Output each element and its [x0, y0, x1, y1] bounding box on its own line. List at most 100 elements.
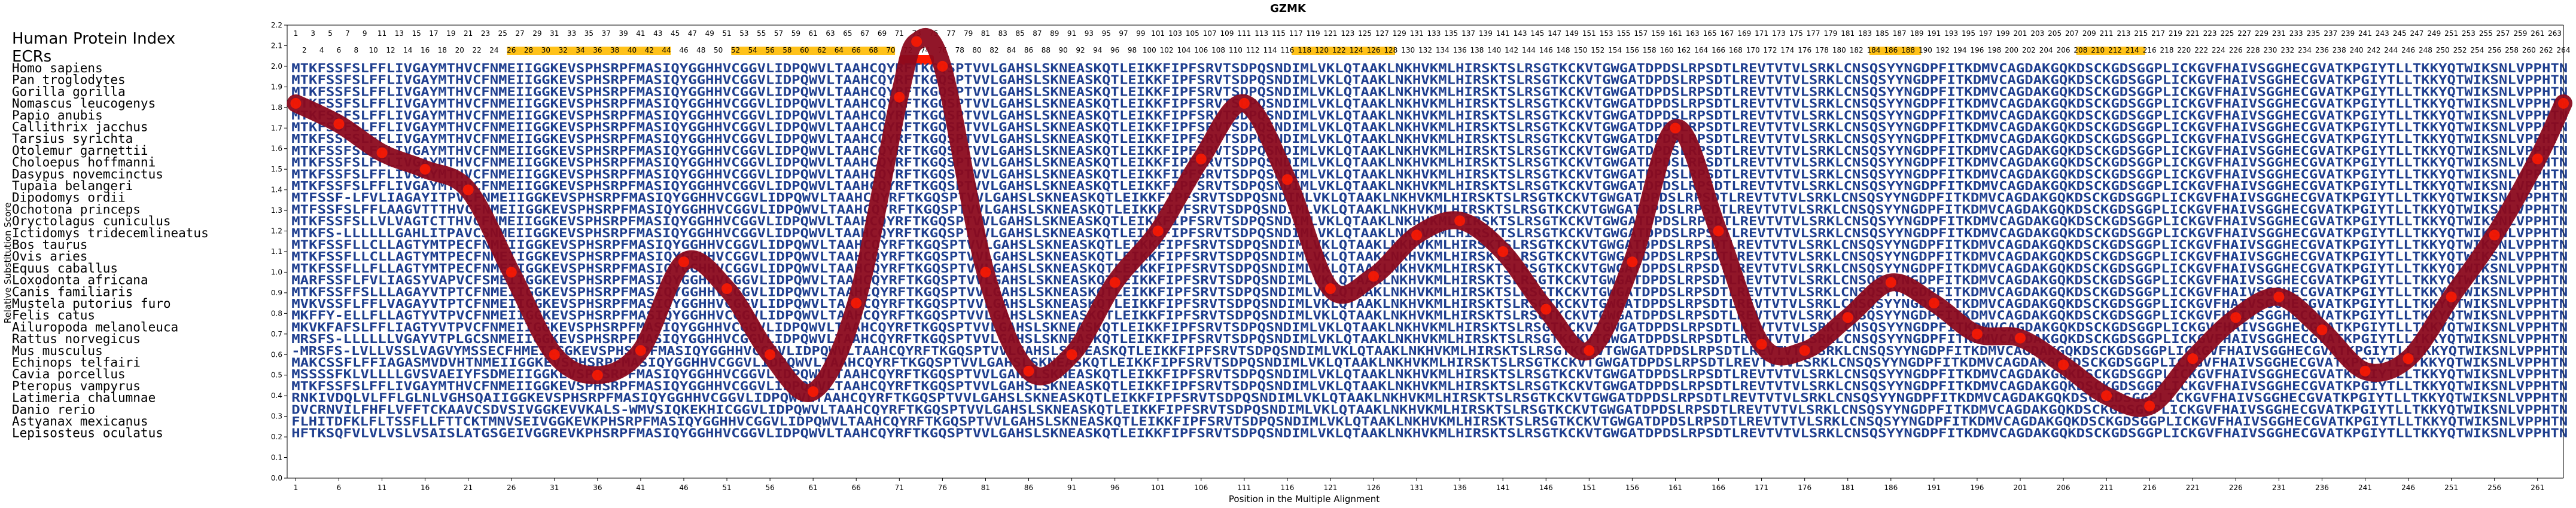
sequence-row: MKVKFAFSLFFLIAGTYVTPVCFNMEIIGGKEVSPHSRPF… [291, 320, 2568, 334]
species-name: Ailuropoda melanoleuca [12, 320, 178, 334]
x-tick-label: 26 [507, 483, 516, 492]
hpi-number: 258 [2505, 46, 2519, 54]
series-layer [287, 28, 2572, 417]
hpi-number: 153 [1600, 29, 1613, 38]
score-point [419, 164, 431, 175]
hpi-number: 33 [567, 29, 576, 38]
hpi-number: 204 [2039, 46, 2053, 54]
x-tick-label: 171 [1755, 483, 1768, 492]
x-tick-label: 161 [1668, 483, 1682, 492]
y-tick-label: 2.1 [271, 41, 282, 50]
hpi-number: 124 [1350, 46, 1363, 54]
hpi-number: 125 [1358, 29, 1372, 38]
species-name: Tupaia belangeri [12, 179, 133, 193]
x-tick-label: 66 [852, 483, 861, 492]
hpi-number: 13 [395, 29, 404, 38]
score-point [2187, 353, 2199, 365]
hpi-number: 28 [524, 46, 533, 54]
score-point [937, 60, 948, 72]
species-name: Homo sapiens [12, 61, 103, 75]
hpi-number: 89 [1050, 29, 1059, 38]
hpi-number: 222 [2194, 46, 2208, 54]
hpi-number: 82 [989, 46, 998, 54]
hpi-number: 62 [817, 46, 826, 54]
hpi-number: 229 [2255, 29, 2269, 38]
x-tick-label: 41 [636, 483, 645, 492]
hpi-number: 247 [2410, 29, 2424, 38]
hpi-number: 49 [705, 29, 714, 38]
hpi-number: 194 [1953, 46, 1967, 54]
hpi-number: 59 [791, 29, 800, 38]
y-tick-label: 1.7 [271, 124, 282, 132]
y-tick-label: 0.3 [271, 412, 282, 421]
sequence-row: MTKFSSFSLFFLIVGAYMTHVCFNMEIIGGKEVSPHSRPF… [291, 167, 2568, 181]
hpi-number: 240 [2350, 46, 2364, 54]
score-point [808, 386, 819, 397]
sequence-row: MTKFSSFSLFFLIVGAYMTHVCFNMEIIGGKEVSPHSRPF… [291, 143, 2568, 158]
species-name: Pteropus vampyrus [12, 379, 141, 393]
score-point [1066, 349, 1077, 360]
hpi-number: 216 [2143, 46, 2157, 54]
score-point [1756, 339, 1767, 350]
x-tick-label: 141 [1496, 483, 1510, 492]
sequence-row: MTFSSF-LFVLIAGAYITPVCFNMEIIGGKEVSPHSRPFM… [291, 191, 2568, 205]
hpi-number: 230 [2264, 46, 2277, 54]
hpi-number: 179 [1823, 29, 1837, 38]
hpi-number: 159 [1651, 29, 1665, 38]
hpi-number: 175 [1789, 29, 1803, 38]
hpi-number: 228 [2246, 46, 2260, 54]
hpi-number: 158 [1643, 46, 1657, 54]
species-name: Nomascus leucogenys [12, 96, 156, 111]
hpi-number: 9 [363, 29, 367, 38]
hpi-number: 64 [835, 46, 844, 54]
x-tick-label: 121 [1324, 483, 1338, 492]
hpi-number: 71 [895, 29, 904, 38]
score-point [1411, 229, 1423, 241]
y-tick-label: 1.8 [271, 103, 282, 112]
score-point [678, 256, 689, 268]
hpi-number: 105 [1186, 29, 1199, 38]
hpi-number: 60 [800, 46, 809, 54]
hpi-number: 210 [2091, 46, 2105, 54]
hpi-number: 173 [1772, 29, 1786, 38]
hpi-number: 196 [1970, 46, 1984, 54]
hpi-number: 118 [1298, 46, 1311, 54]
score-point [2230, 312, 2242, 323]
x-tick-label: 31 [550, 483, 559, 492]
sequence-row: MTKFSSFLLCLLAGTYMTPECFNMEIIGGKEVSPHSRPFM… [291, 249, 2568, 264]
hpi-number: 259 [2513, 29, 2527, 38]
hpi-number: 30 [541, 46, 550, 54]
score-point [1928, 298, 1939, 309]
species-name: Mustela putorius furo [12, 296, 171, 311]
x-tick-label: 1 [294, 483, 299, 492]
species-name: Felis catus [12, 308, 95, 323]
hpi-number: 58 [782, 46, 791, 54]
hpi-number: 8 [354, 46, 358, 54]
x-tick-label: 226 [2229, 483, 2243, 492]
x-tick-label: 126 [1367, 483, 1381, 492]
hpi-number: 56 [765, 46, 774, 54]
hpi-number: 192 [1936, 46, 1950, 54]
hpi-number: 83 [998, 29, 1007, 38]
hpi-number: 174 [1780, 46, 1794, 54]
score-point [851, 298, 862, 309]
y-tick-label: 0.8 [271, 309, 282, 317]
hpi-number: 22 [472, 46, 481, 54]
hpi-number: 98 [1128, 46, 1137, 54]
hpi-number: 245 [2393, 29, 2407, 38]
hpi-number: 48 [696, 46, 705, 54]
score-point [980, 267, 991, 278]
hpi-number: 14 [403, 46, 412, 54]
hpi-number: 19 [446, 29, 455, 38]
hpi-number: 187 [1893, 29, 1907, 38]
species-name: Mus musculus [12, 344, 103, 358]
hpi-number: 126 [1367, 46, 1381, 54]
score-point [462, 184, 474, 195]
species-name: Otolemur garnettii [12, 143, 148, 158]
hpi-number: 99 [1136, 29, 1145, 38]
y-tick-label: 1.1 [271, 247, 282, 256]
hpi-number: 148 [1557, 46, 1570, 54]
score-point [911, 36, 922, 47]
score-point [1885, 277, 1896, 288]
species-name: Dipodomys ordii [12, 191, 126, 205]
